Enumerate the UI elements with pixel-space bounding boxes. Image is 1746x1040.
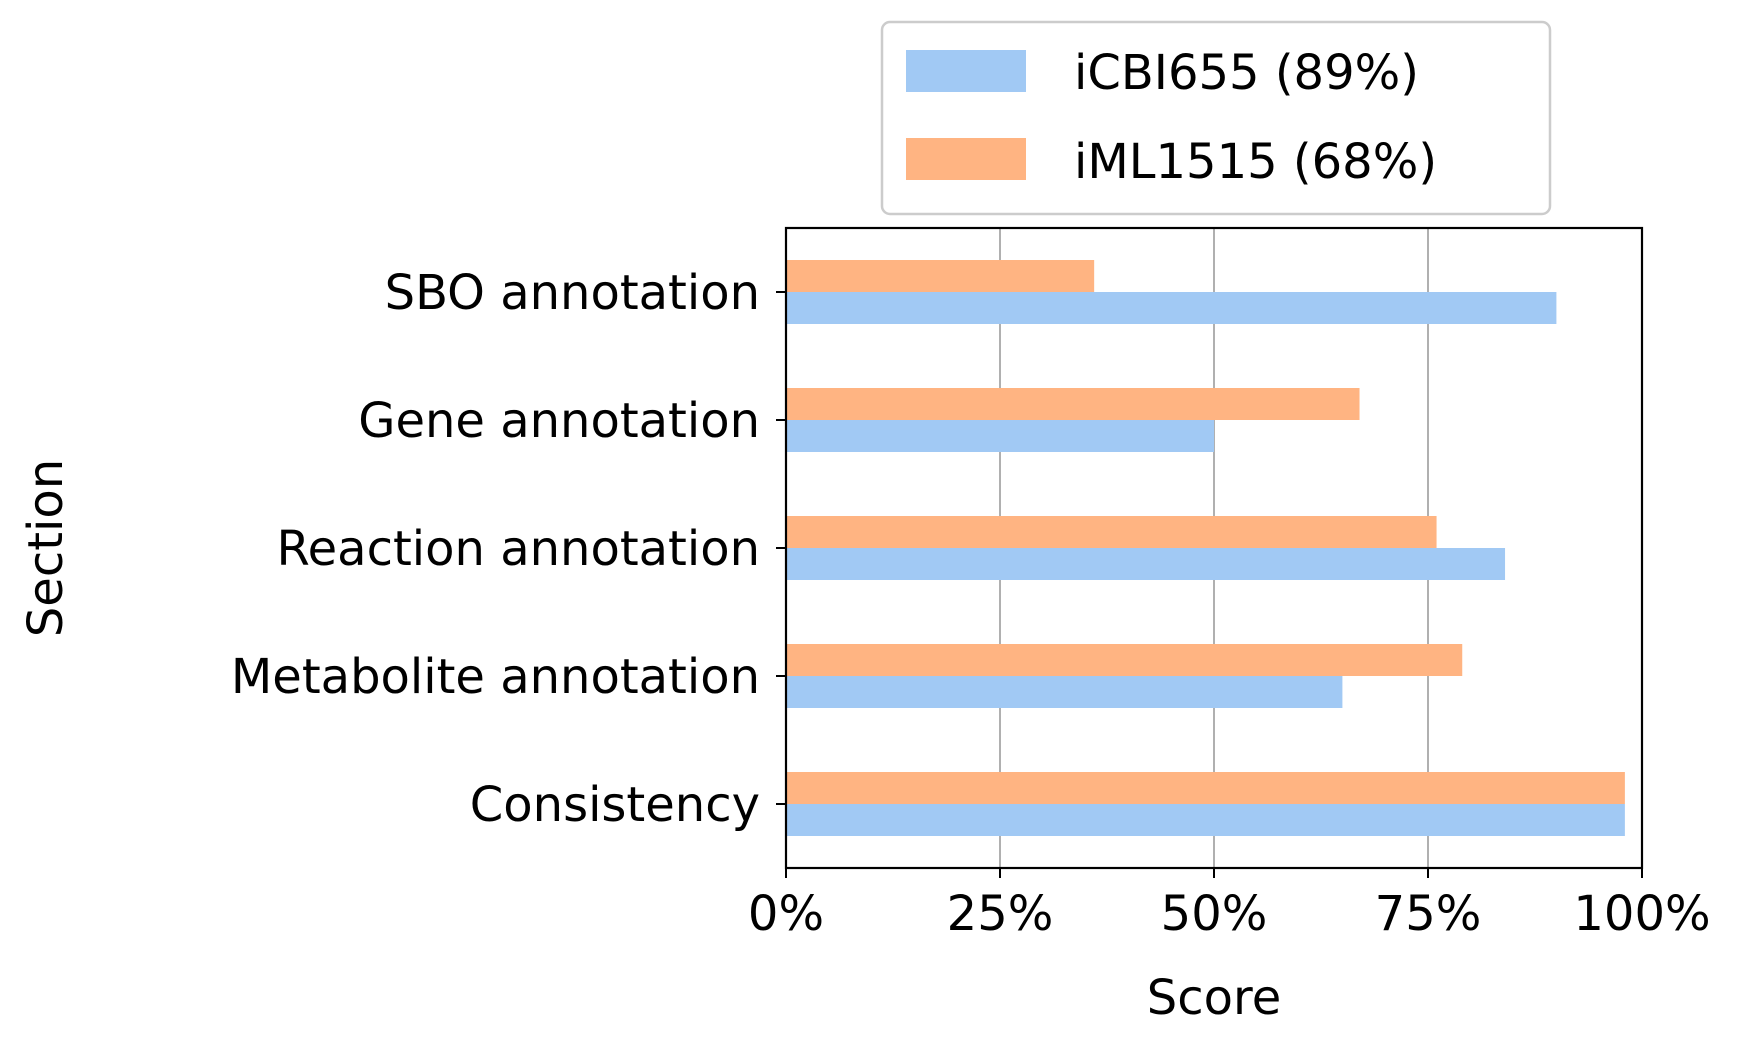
bar-icbi655-1 xyxy=(786,420,1214,452)
bars xyxy=(786,260,1625,836)
y-tick-label-4: Consistency xyxy=(470,777,760,833)
bar-icbi655-2 xyxy=(786,548,1506,580)
y-tick-label-3: Metabolite annotation xyxy=(231,649,760,705)
x-axis-title: Score xyxy=(1147,970,1281,1026)
x-tick-label-4: 100% xyxy=(1573,886,1710,942)
legend-frame xyxy=(880,20,1552,216)
bar-iml1515-3 xyxy=(786,644,1463,676)
y-axis-ticks: SBO annotation Gene annotation Reaction an… xyxy=(231,265,786,833)
y-tick-label-1: Gene annotation xyxy=(358,393,760,449)
x-axis-ticks: 0% 25% 50% 75% 100% xyxy=(748,868,1711,942)
y-tick-label-2: Reaction annotation xyxy=(276,521,760,577)
x-tick-label-3: 75% xyxy=(1375,886,1482,942)
legend: iCBI655 (89%) iML1515 (68%) xyxy=(880,20,1552,216)
bar-iml1515-4 xyxy=(786,772,1625,804)
x-tick-label-0: 0% xyxy=(748,886,824,942)
bar-iml1515-0 xyxy=(786,260,1095,292)
bar-iml1515-1 xyxy=(786,388,1360,420)
legend-label-icbi655: iCBI655 (89%) xyxy=(1074,45,1419,101)
legend-label-iml1515: iML1515 (68%) xyxy=(1074,134,1437,190)
legend-swatch-icbi655 xyxy=(906,50,1026,92)
x-tick-label-1: 25% xyxy=(947,886,1054,942)
y-tick-label-0: SBO annotation xyxy=(385,265,760,321)
bar-icbi655-4 xyxy=(786,804,1625,836)
legend-swatch-iml1515 xyxy=(906,138,1026,180)
bar-icbi655-0 xyxy=(786,292,1557,324)
bar-icbi655-3 xyxy=(786,676,1343,708)
x-tick-label-2: 50% xyxy=(1161,886,1268,942)
bar-iml1515-2 xyxy=(786,516,1437,548)
y-axis-title: Section xyxy=(18,459,74,637)
